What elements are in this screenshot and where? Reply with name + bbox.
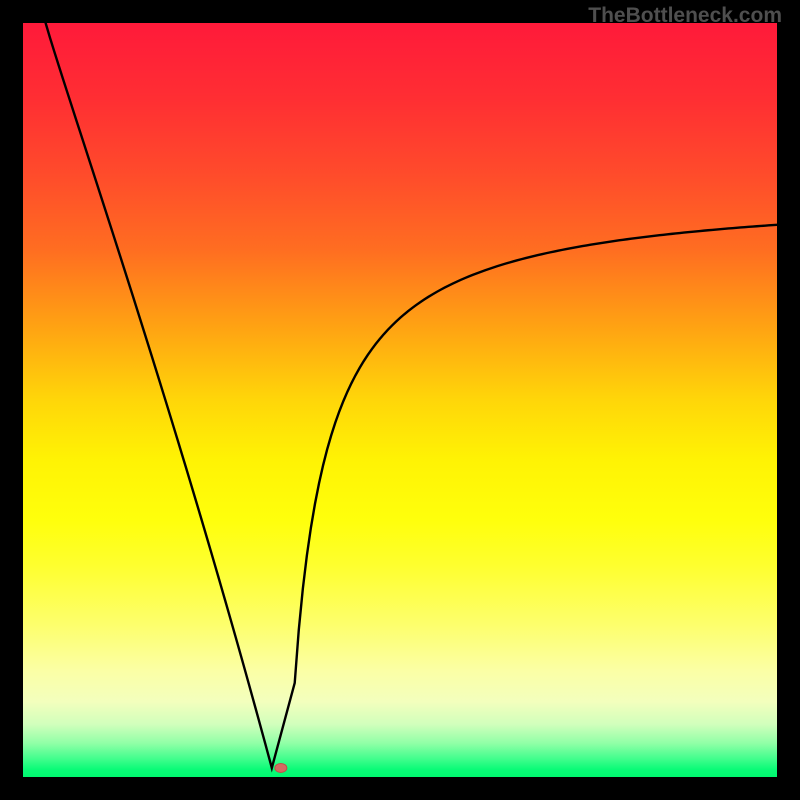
plot-background <box>23 23 777 777</box>
minimum-marker <box>275 763 287 772</box>
chart-container: TheBottleneck.com <box>0 0 800 800</box>
watermark-text: TheBottleneck.com <box>588 4 782 28</box>
bottleneck-chart <box>0 0 800 800</box>
